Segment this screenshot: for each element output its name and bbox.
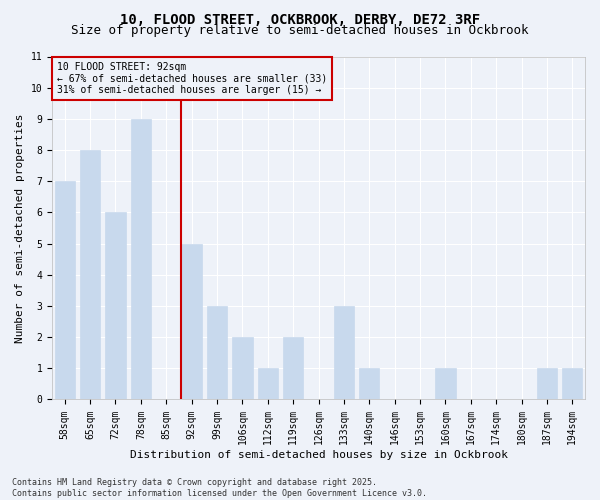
- Bar: [106, 212, 125, 400]
- Bar: [537, 368, 557, 400]
- Text: Contains HM Land Registry data © Crown copyright and database right 2025.
Contai: Contains HM Land Registry data © Crown c…: [12, 478, 427, 498]
- Bar: [232, 337, 253, 400]
- Bar: [435, 368, 455, 400]
- Bar: [80, 150, 100, 400]
- Bar: [55, 181, 75, 400]
- Text: Size of property relative to semi-detached houses in Ockbrook: Size of property relative to semi-detach…: [71, 24, 529, 37]
- Bar: [283, 337, 303, 400]
- Text: 10, FLOOD STREET, OCKBROOK, DERBY, DE72 3RF: 10, FLOOD STREET, OCKBROOK, DERBY, DE72 …: [120, 12, 480, 26]
- Bar: [207, 306, 227, 400]
- Text: 10 FLOOD STREET: 92sqm
← 67% of semi-detached houses are smaller (33)
31% of sem: 10 FLOOD STREET: 92sqm ← 67% of semi-det…: [58, 62, 328, 95]
- Bar: [257, 368, 278, 400]
- Bar: [359, 368, 379, 400]
- Bar: [334, 306, 354, 400]
- Bar: [181, 244, 202, 400]
- Bar: [131, 119, 151, 400]
- X-axis label: Distribution of semi-detached houses by size in Ockbrook: Distribution of semi-detached houses by …: [130, 450, 508, 460]
- Y-axis label: Number of semi-detached properties: Number of semi-detached properties: [15, 113, 25, 342]
- Bar: [562, 368, 583, 400]
